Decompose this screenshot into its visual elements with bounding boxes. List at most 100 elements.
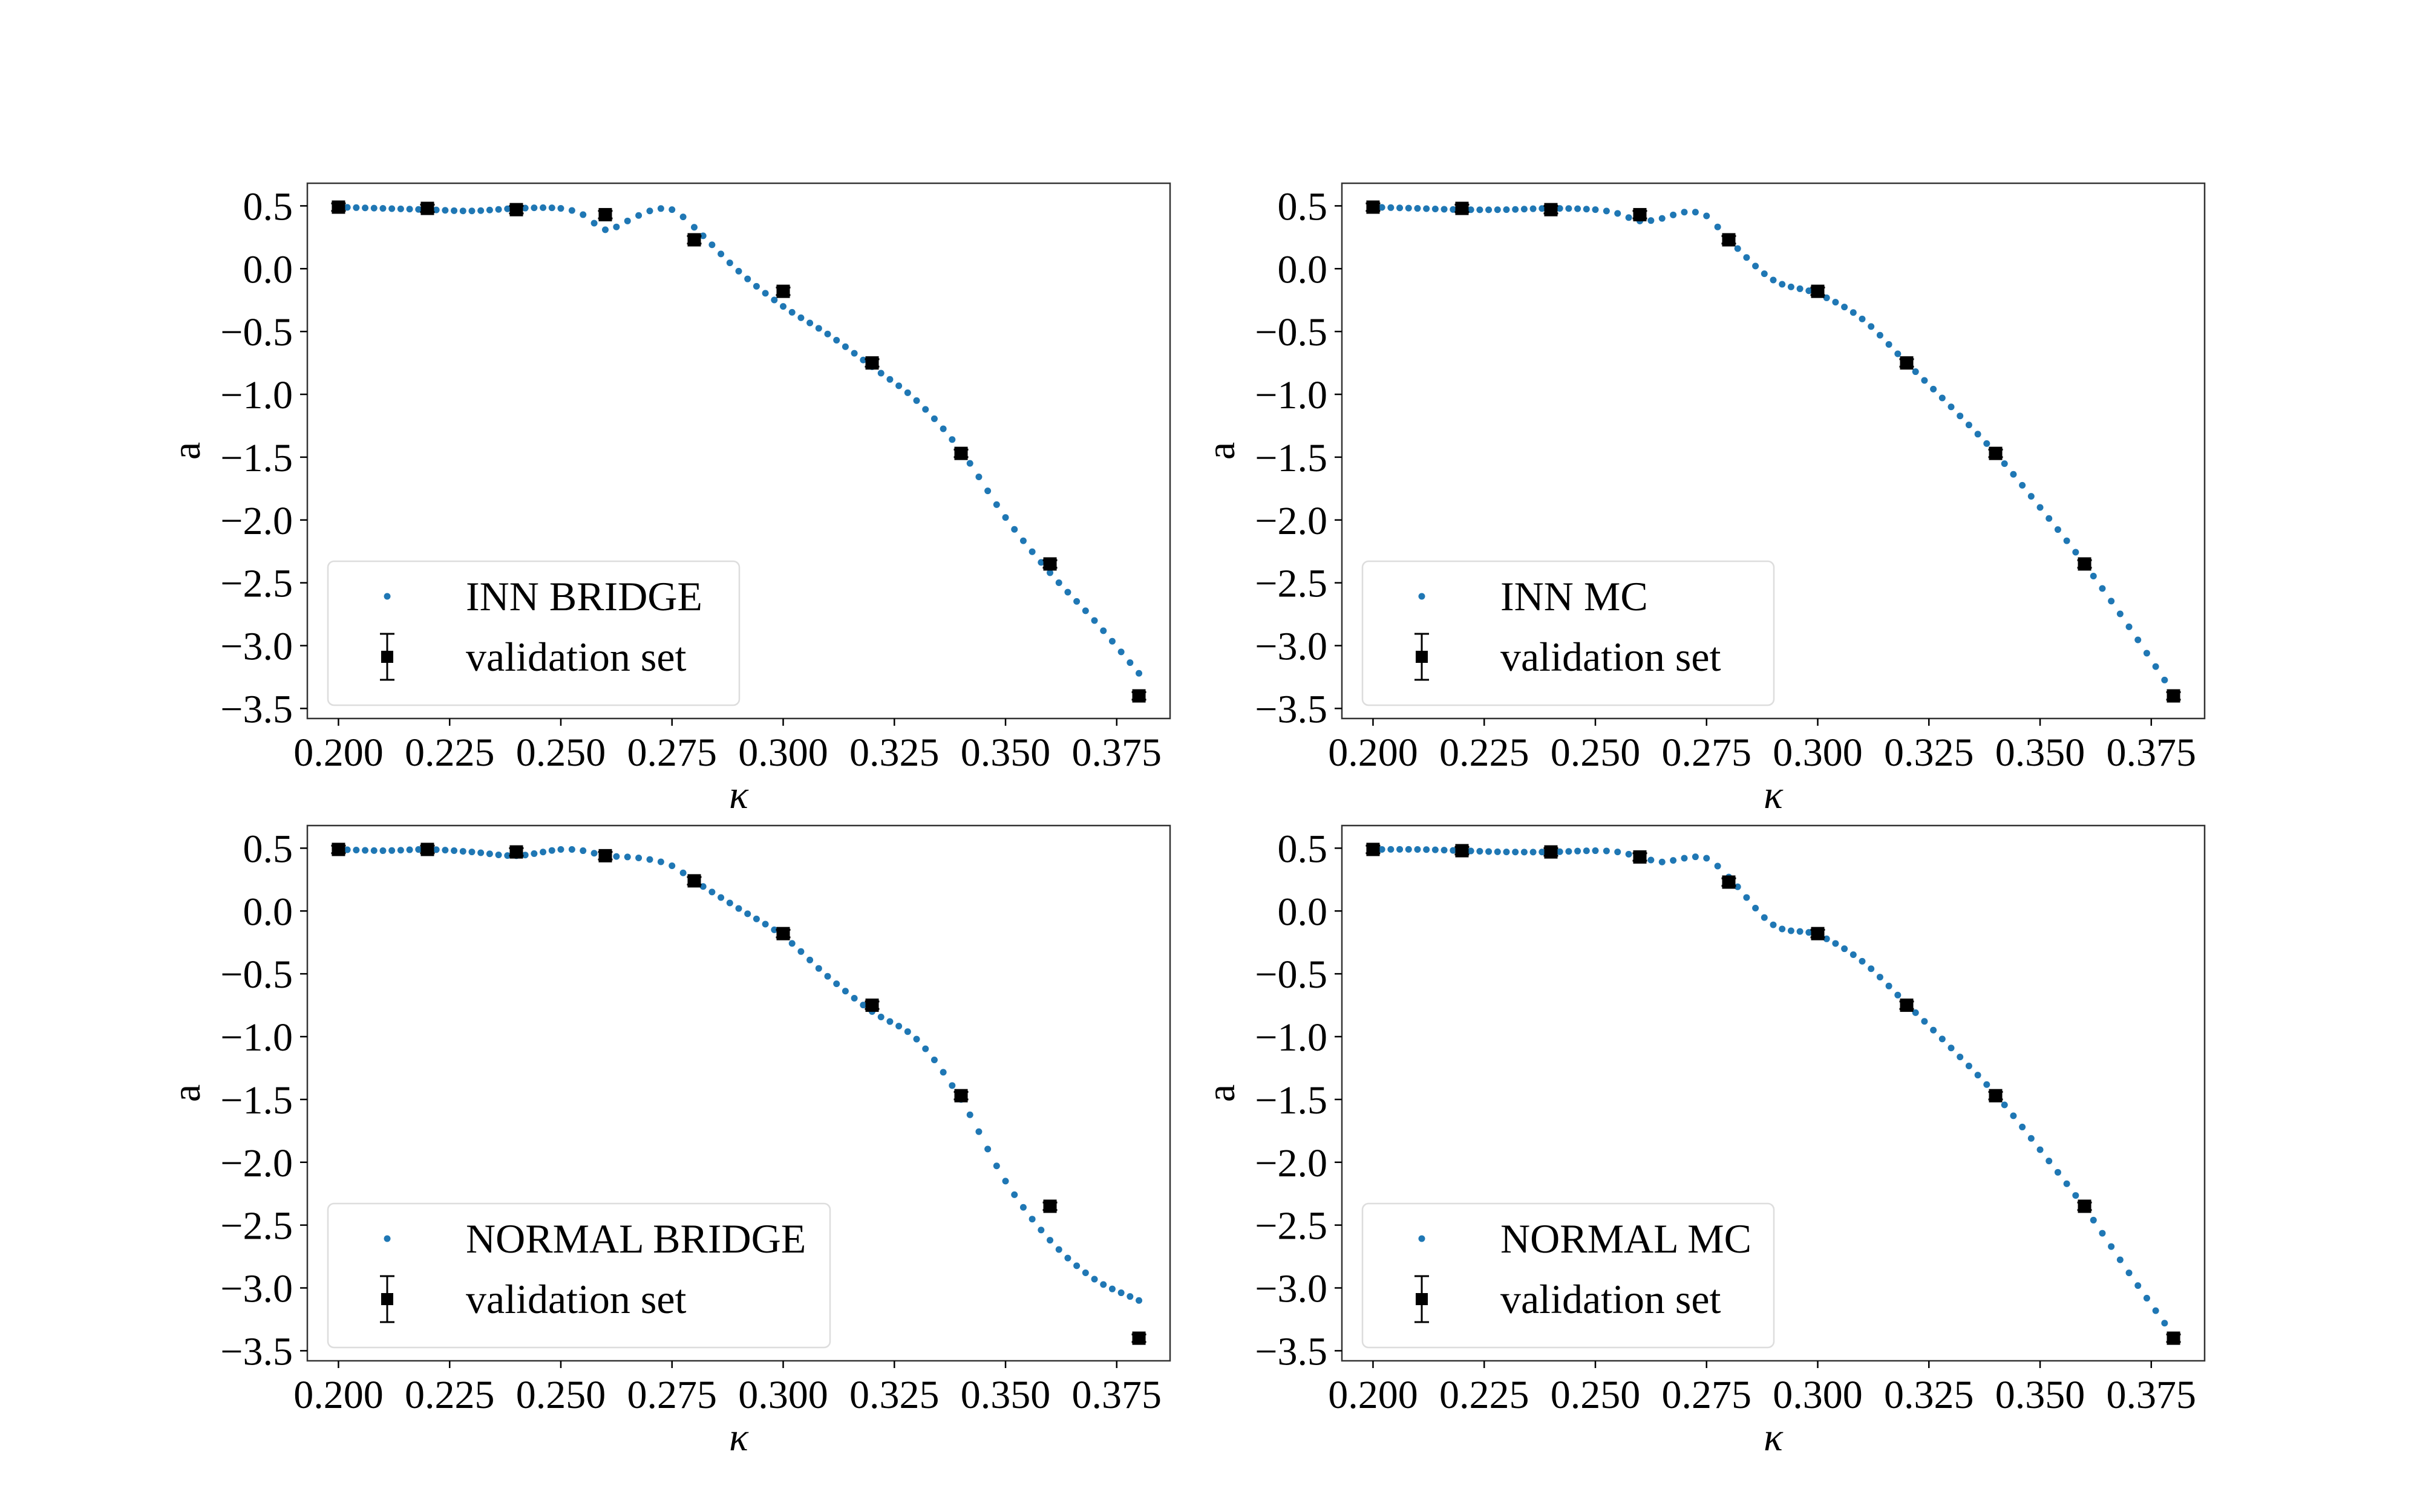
prediction-point [1805, 287, 1813, 295]
prediction-point [1859, 315, 1866, 322]
prediction-point [2054, 1168, 2061, 1176]
prediction-point [1734, 245, 1741, 252]
prediction-point [1647, 856, 1655, 864]
y-tick-label: −1.5 [220, 1078, 293, 1123]
validation-point [509, 845, 524, 859]
prediction-point [895, 1023, 903, 1030]
prediction-point [940, 425, 947, 432]
chart-panel-1: 0.200 0.225 0.250 0.275 0.300 0.325 0.350 0.375… [165, 182, 1171, 817]
x-tick-label: 0.250 [1551, 731, 1641, 775]
prediction-point [1947, 1044, 1955, 1052]
prediction-point [1136, 670, 1143, 677]
prediction-point [1117, 1289, 1125, 1297]
validation-point [2166, 689, 2181, 703]
prediction-point [1503, 849, 1510, 856]
prediction-point [726, 899, 733, 907]
legend-label-validation: validation set [466, 634, 687, 680]
prediction-point [2027, 1135, 2035, 1142]
prediction-point [735, 267, 742, 275]
prediction-point [624, 853, 631, 861]
prediction-point [1938, 394, 1946, 402]
prediction-point [744, 910, 751, 917]
y-tick-label: −3.0 [1255, 1267, 1327, 1311]
prediction-point [1603, 207, 1610, 215]
prediction-point [1894, 991, 1902, 999]
prediction-point [1885, 982, 1892, 989]
prediction-point [753, 282, 760, 290]
validation-point [2077, 557, 2092, 571]
legend-prediction-marker [1418, 593, 1425, 600]
legend: NORMAL MC validation set [1361, 1202, 1775, 1349]
prediction-point [877, 1014, 885, 1021]
legend: NORMAL BRIDGE validation set [327, 1202, 831, 1349]
validation-point [1810, 927, 1825, 940]
prediction-point [1670, 211, 1677, 218]
validation-point [1721, 875, 1736, 889]
y-tick-label: −1.0 [1255, 373, 1327, 417]
prediction-point [815, 965, 822, 972]
prediction-point [353, 847, 360, 854]
prediction-point [2125, 623, 2133, 630]
prediction-point [2072, 1192, 2079, 1199]
validation-point [865, 999, 880, 1012]
prediction-point [1387, 846, 1395, 853]
prediction-point [669, 862, 676, 869]
y-tick-label: −2.5 [220, 1204, 293, 1248]
y-tick-label: 0.0 [243, 890, 293, 934]
x-tick-label: 0.350 [1995, 731, 2085, 775]
chart-panel-4: 0.200 0.225 0.250 0.275 0.300 0.325 0.350 0.375… [1199, 824, 2206, 1459]
prediction-point [984, 487, 992, 495]
prediction-point [486, 850, 493, 858]
prediction-point [1796, 285, 1804, 292]
y-tick-label: −1.0 [220, 1015, 293, 1060]
prediction-point [1841, 945, 1848, 953]
prediction-point [1082, 607, 1089, 614]
prediction-point [930, 1056, 938, 1063]
prediction-point [1565, 848, 1572, 855]
prediction-point [406, 846, 413, 853]
validation-point [331, 842, 346, 856]
prediction-point [1921, 1018, 1928, 1025]
prediction-point [1703, 212, 1710, 220]
prediction-point [1556, 848, 1563, 855]
y-tick-label: −0.5 [1255, 310, 1327, 354]
prediction-point [568, 207, 575, 214]
prediction-point [557, 205, 564, 212]
prediction-point [1832, 299, 1839, 306]
prediction-point [1930, 1026, 1937, 1034]
prediction-point [2063, 1180, 2070, 1187]
prediction-point [877, 370, 885, 377]
y-tick-label: −3.5 [220, 687, 293, 731]
prediction-point [913, 397, 920, 404]
prediction-point [1770, 921, 1777, 928]
prediction-point [708, 241, 716, 249]
prediction-point [2027, 493, 2035, 500]
prediction-point [1091, 1276, 1098, 1283]
prediction-point [2072, 549, 2079, 556]
x-tick-label: 0.350 [961, 1373, 1051, 1417]
prediction-point [2161, 1320, 2168, 1327]
x-tick-label: 0.225 [1439, 1373, 1529, 1417]
x-tick-label: 0.200 [293, 1373, 384, 1417]
prediction-point [388, 847, 396, 854]
prediction-point [842, 988, 849, 995]
prediction-point [1064, 1254, 1071, 1262]
prediction-point [930, 415, 938, 422]
prediction-point [1529, 849, 1537, 856]
prediction-point [966, 460, 973, 467]
prediction-point [771, 926, 778, 933]
prediction-point [1423, 205, 1430, 212]
legend-prediction-marker [1418, 1235, 1425, 1242]
prediction-point [771, 296, 778, 304]
prediction-point [646, 207, 653, 215]
prediction-point [1396, 846, 1404, 853]
prediction-point [2116, 1256, 2124, 1263]
prediction-point [1752, 262, 1759, 270]
prediction-point [2054, 526, 2061, 533]
y-tick-label: 0.0 [243, 247, 293, 292]
prediction-point [1583, 206, 1590, 213]
y-axis-label: a [165, 1084, 209, 1102]
prediction-point [1779, 925, 1786, 933]
prediction-point [353, 204, 360, 211]
